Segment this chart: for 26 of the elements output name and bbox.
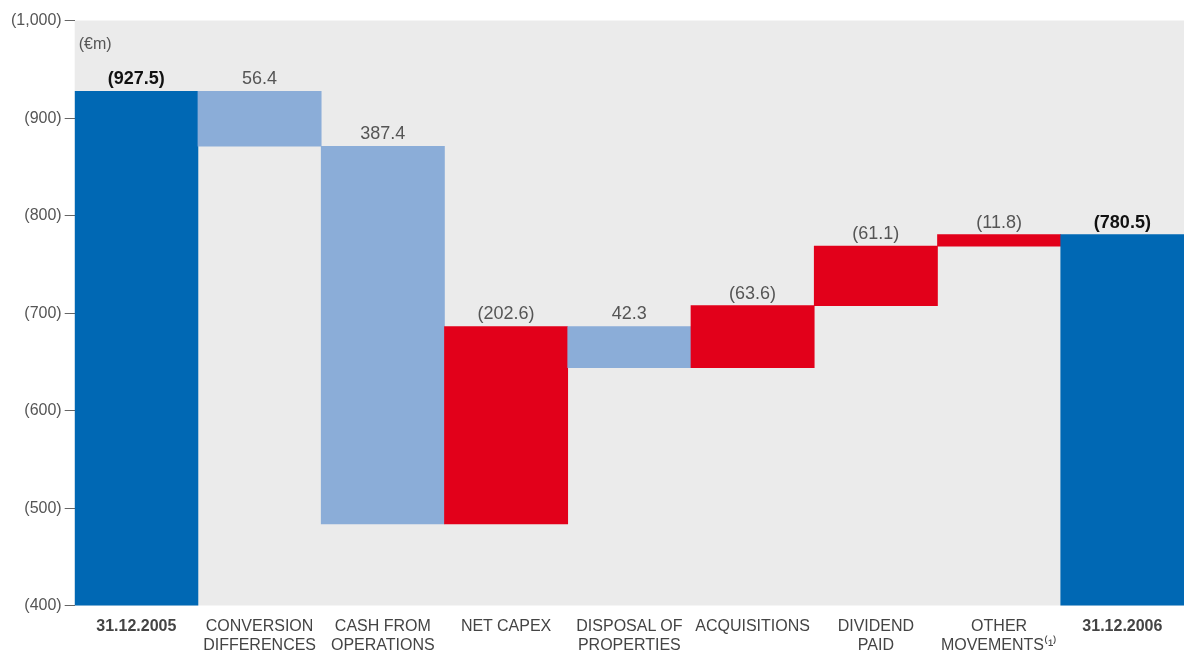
y-tick-label: (800) bbox=[24, 206, 62, 224]
data-label: 56.4 bbox=[242, 68, 278, 89]
y-tick-label: (500) bbox=[24, 498, 62, 516]
x-tick-label: NET CAPEX bbox=[460, 616, 552, 634]
y-tick-label: (700) bbox=[24, 303, 62, 321]
x-tick-label: DISPOSAL OF PROPERTIES bbox=[576, 616, 683, 653]
x-tick-label: DIVIDEND PAID bbox=[837, 616, 915, 653]
data-label: (780.5) bbox=[1093, 211, 1151, 232]
x-tick-label: CONVERSION DIFFERENCES bbox=[203, 616, 317, 653]
y-axis-title: (€m) bbox=[78, 35, 112, 53]
data-label: (202.6) bbox=[477, 303, 535, 324]
x-tick-label: 31.12.2005 bbox=[96, 616, 177, 634]
y-tick-label: (600) bbox=[24, 401, 62, 419]
data-label: (61.1) bbox=[852, 223, 900, 244]
x-tick-label: 31.12.2006 bbox=[1082, 616, 1163, 634]
data-label: (927.5) bbox=[107, 68, 165, 89]
data-label: (11.8) bbox=[976, 211, 1022, 232]
x-tick-label: OTHER MOVEMENTS⁽¹⁾ bbox=[940, 616, 1058, 653]
y-tick-label: (1,000) bbox=[10, 11, 62, 29]
y-tick-label: (900) bbox=[24, 108, 62, 126]
data-label: (63.6) bbox=[729, 282, 777, 303]
y-tick-label: (400) bbox=[24, 596, 62, 614]
data-label: 42.3 bbox=[611, 303, 647, 324]
x-tick-label: ACQUISITIONS bbox=[695, 616, 810, 634]
x-tick-label: CASH FROM OPERATIONS bbox=[330, 616, 435, 653]
data-label: 387.4 bbox=[360, 123, 406, 144]
